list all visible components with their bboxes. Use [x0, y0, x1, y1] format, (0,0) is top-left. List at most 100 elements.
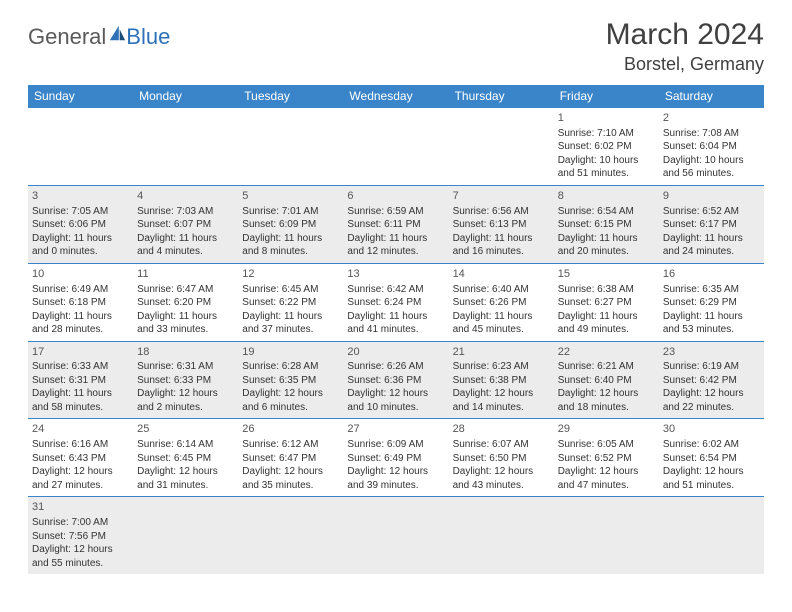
sunrise-line: Sunrise: 7:00 AM — [32, 516, 129, 530]
daylight-line: Daylight: 10 hours and 51 minutes. — [558, 154, 655, 181]
sunrise-line: Sunrise: 6:49 AM — [32, 283, 129, 297]
sunset-line: Sunset: 6:49 PM — [347, 452, 444, 466]
sunset-line: Sunset: 6:24 PM — [347, 296, 444, 310]
calendar-day-cell: 15Sunrise: 6:38 AMSunset: 6:27 PMDayligh… — [554, 263, 659, 341]
calendar-day-cell: 17Sunrise: 6:33 AMSunset: 6:31 PMDayligh… — [28, 341, 133, 419]
daylight-line: Daylight: 12 hours and 14 minutes. — [453, 387, 550, 414]
day-number: 25 — [137, 422, 234, 437]
calendar-day-cell: 25Sunrise: 6:14 AMSunset: 6:45 PMDayligh… — [133, 419, 238, 497]
sunset-line: Sunset: 6:40 PM — [558, 374, 655, 388]
calendar-day-cell: 14Sunrise: 6:40 AMSunset: 6:26 PMDayligh… — [449, 263, 554, 341]
calendar-week-row: 24Sunrise: 6:16 AMSunset: 6:43 PMDayligh… — [28, 419, 764, 497]
daylight-line: Daylight: 11 hours and 37 minutes. — [242, 310, 339, 337]
calendar-day-cell — [238, 108, 343, 186]
daylight-line: Daylight: 12 hours and 39 minutes. — [347, 465, 444, 492]
calendar-day-cell: 3Sunrise: 7:05 AMSunset: 6:06 PMDaylight… — [28, 185, 133, 263]
sunset-line: Sunset: 6:13 PM — [453, 218, 550, 232]
sunset-line: Sunset: 6:54 PM — [663, 452, 760, 466]
daylight-line: Daylight: 12 hours and 22 minutes. — [663, 387, 760, 414]
daylight-line: Daylight: 11 hours and 24 minutes. — [663, 232, 760, 259]
sunrise-line: Sunrise: 7:05 AM — [32, 205, 129, 219]
day-number: 26 — [242, 422, 339, 437]
day-number: 1 — [558, 111, 655, 126]
calendar-day-cell: 10Sunrise: 6:49 AMSunset: 6:18 PMDayligh… — [28, 263, 133, 341]
sunset-line: Sunset: 6:52 PM — [558, 452, 655, 466]
day-number: 7 — [453, 189, 550, 204]
calendar-week-row: 1Sunrise: 7:10 AMSunset: 6:02 PMDaylight… — [28, 108, 764, 186]
sunrise-line: Sunrise: 6:19 AM — [663, 360, 760, 374]
calendar-table: SundayMondayTuesdayWednesdayThursdayFrid… — [28, 85, 764, 574]
title-block: March 2024 Borstel, Germany — [606, 18, 764, 75]
calendar-day-cell — [343, 108, 448, 186]
daylight-line: Daylight: 11 hours and 45 minutes. — [453, 310, 550, 337]
sunrise-line: Sunrise: 6:16 AM — [32, 438, 129, 452]
sunset-line: Sunset: 6:50 PM — [453, 452, 550, 466]
calendar-day-cell: 6Sunrise: 6:59 AMSunset: 6:11 PMDaylight… — [343, 185, 448, 263]
daylight-line: Daylight: 10 hours and 56 minutes. — [663, 154, 760, 181]
day-number: 14 — [453, 267, 550, 282]
day-number: 24 — [32, 422, 129, 437]
sunset-line: Sunset: 6:36 PM — [347, 374, 444, 388]
sunset-line: Sunset: 6:35 PM — [242, 374, 339, 388]
day-number: 4 — [137, 189, 234, 204]
daylight-line: Daylight: 12 hours and 55 minutes. — [32, 543, 129, 570]
sunrise-line: Sunrise: 7:01 AM — [242, 205, 339, 219]
calendar-week-row: 10Sunrise: 6:49 AMSunset: 6:18 PM Dayligh… — [28, 263, 764, 341]
sunset-line: Sunset: 6:15 PM — [558, 218, 655, 232]
day-number: 5 — [242, 189, 339, 204]
daylight-line: Daylight: 11 hours and 53 minutes. — [663, 310, 760, 337]
daylight-line: Daylight: 12 hours and 2 minutes. — [137, 387, 234, 414]
sunrise-line: Sunrise: 6:12 AM — [242, 438, 339, 452]
sunrise-line: Sunrise: 6:33 AM — [32, 360, 129, 374]
day-number: 10 — [32, 267, 129, 282]
calendar-day-cell: 31Sunrise: 7:00 AMSunset: 7:56 PMDayligh… — [28, 497, 133, 574]
sunrise-line: Sunrise: 6:52 AM — [663, 205, 760, 219]
calendar-day-cell: 16Sunrise: 6:35 AMSunset: 6:29 PMDayligh… — [659, 263, 764, 341]
calendar-day-cell — [449, 108, 554, 186]
day-number: 30 — [663, 422, 760, 437]
calendar-day-cell: 28Sunrise: 6:07 AMSunset: 6:50 PMDayligh… — [449, 419, 554, 497]
daylight-line: Daylight: 11 hours and 20 minutes. — [558, 232, 655, 259]
day-header: Monday — [133, 85, 238, 108]
daylight-line: Daylight: 12 hours and 51 minutes. — [663, 465, 760, 492]
calendar-day-cell — [133, 497, 238, 574]
logo-sail-icon — [108, 24, 126, 42]
calendar-day-cell: 8Sunrise: 6:54 AMSunset: 6:15 PMDaylight… — [554, 185, 659, 263]
daylight-line: Daylight: 12 hours and 27 minutes. — [32, 465, 129, 492]
calendar-week-row: 17Sunrise: 6:33 AMSunset: 6:31 PMDayligh… — [28, 341, 764, 419]
sunrise-line: Sunrise: 6:07 AM — [453, 438, 550, 452]
daylight-line: Daylight: 11 hours and 4 minutes. — [137, 232, 234, 259]
calendar-day-cell: 29Sunrise: 6:05 AMSunset: 6:52 PMDayligh… — [554, 419, 659, 497]
day-header: Saturday — [659, 85, 764, 108]
calendar-day-cell: 9Sunrise: 6:52 AMSunset: 6:17 PMDaylight… — [659, 185, 764, 263]
day-number: 22 — [558, 345, 655, 360]
day-number: 31 — [32, 500, 129, 515]
day-header: Thursday — [449, 85, 554, 108]
daylight-line: Daylight: 12 hours and 43 minutes. — [453, 465, 550, 492]
day-header: Wednesday — [343, 85, 448, 108]
daylight-line: Daylight: 11 hours and 49 minutes. — [558, 310, 655, 337]
day-header: Friday — [554, 85, 659, 108]
sunset-line: Sunset: 6:33 PM — [137, 374, 234, 388]
calendar-day-cell: 20Sunrise: 6:26 AMSunset: 6:36 PMDayligh… — [343, 341, 448, 419]
sunset-line: Sunset: 6:09 PM — [242, 218, 339, 232]
sunset-line: Sunset: 6:27 PM — [558, 296, 655, 310]
sunset-line: Sunset: 6:17 PM — [663, 218, 760, 232]
sunset-line: Sunset: 6:43 PM — [32, 452, 129, 466]
sunset-line: Sunset: 6:38 PM — [453, 374, 550, 388]
day-number: 11 — [137, 267, 234, 282]
sunrise-line: Sunrise: 6:38 AM — [558, 283, 655, 297]
daylight-line: Daylight: 12 hours and 47 minutes. — [558, 465, 655, 492]
calendar-day-cell — [343, 497, 448, 574]
day-number: 12 — [242, 267, 339, 282]
sunrise-line: Sunrise: 7:10 AM — [558, 127, 655, 141]
sunset-line: Sunset: 6:47 PM — [242, 452, 339, 466]
day-number: 19 — [242, 345, 339, 360]
day-number: 20 — [347, 345, 444, 360]
day-number: 8 — [558, 189, 655, 204]
day-number: 9 — [663, 189, 760, 204]
sunrise-line: Sunrise: 6:21 AM — [558, 360, 655, 374]
calendar-day-cell: 12Sunrise: 6:45 AMSunset: 6:22 PMDayligh… — [238, 263, 343, 341]
sunset-line: Sunset: 6:07 PM — [137, 218, 234, 232]
sunset-line: Sunset: 6:18 PM — [32, 296, 129, 310]
